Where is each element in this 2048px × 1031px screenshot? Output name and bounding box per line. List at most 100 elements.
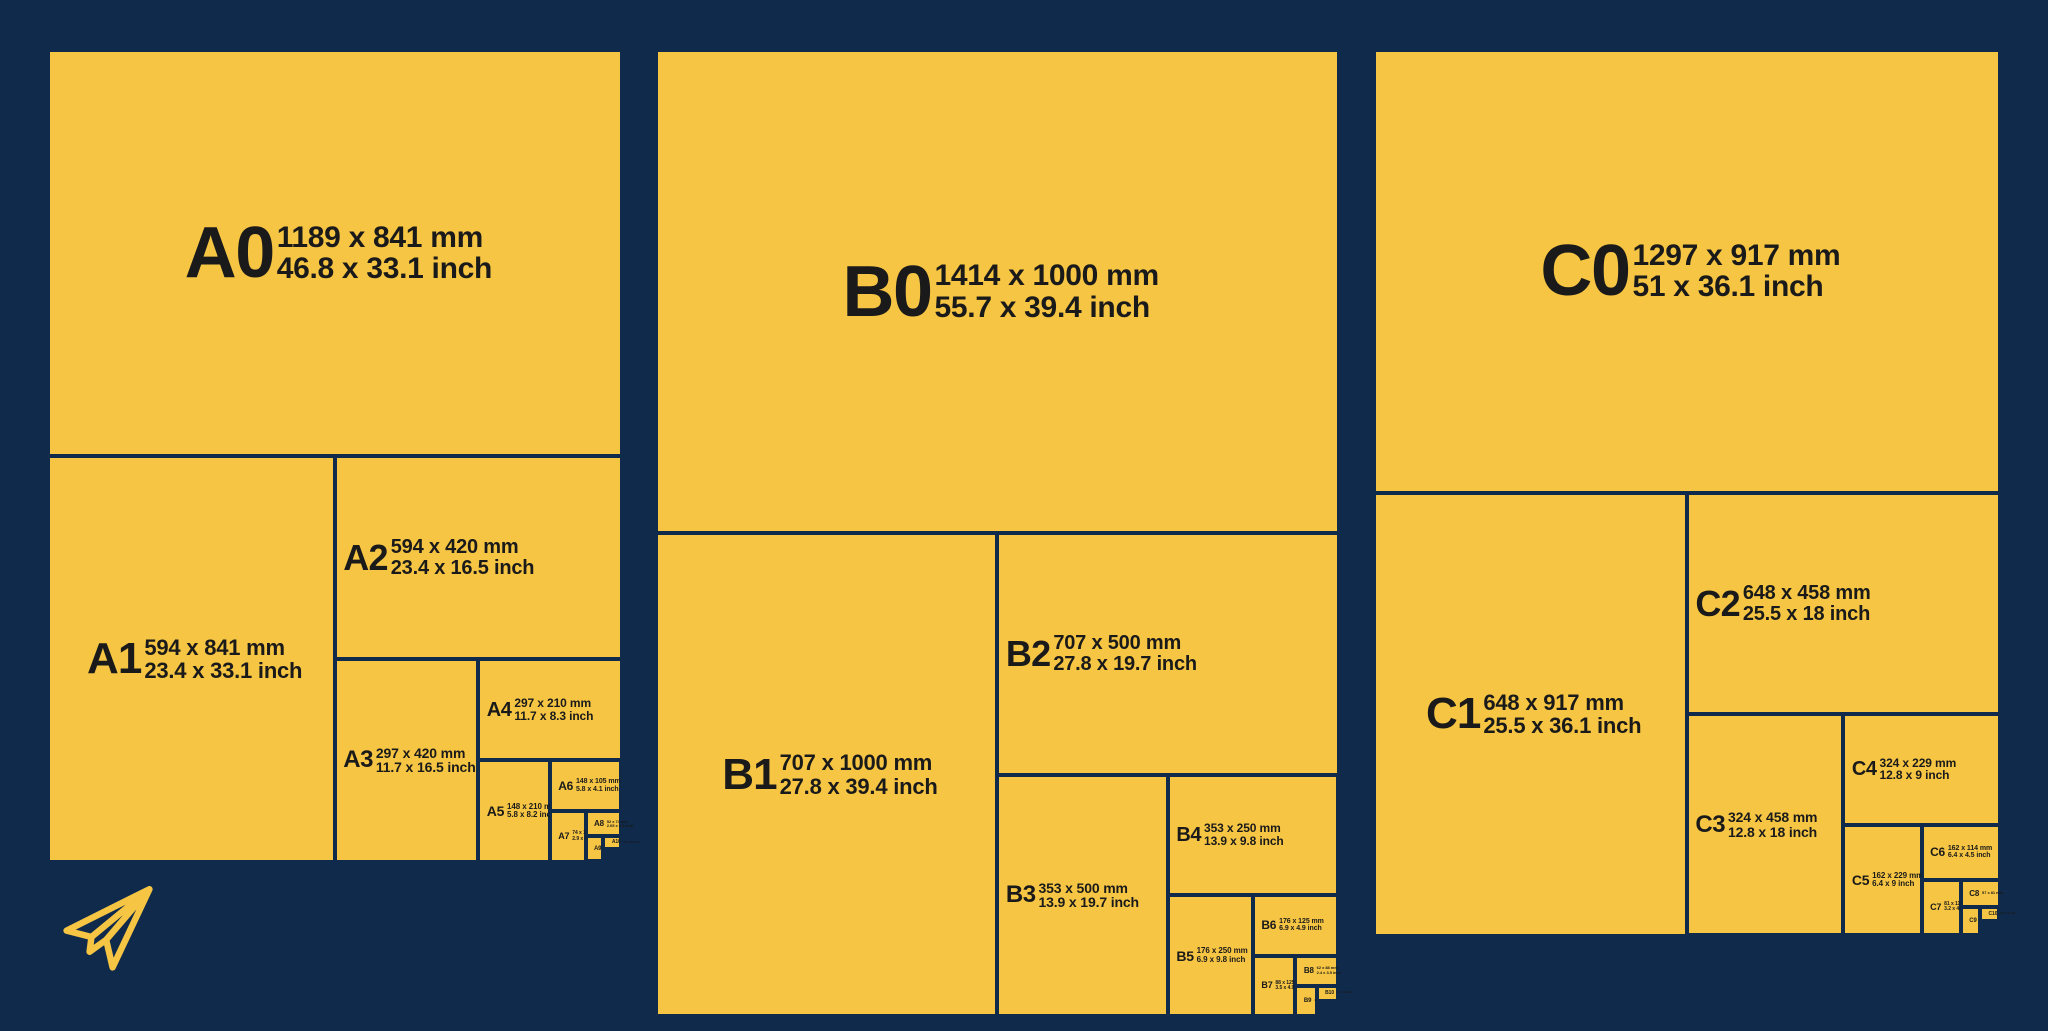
paper-size-a6: A6148 x 105 mm5.8 x 4.1 inch bbox=[550, 760, 621, 811]
paper-size-b8: B862 x 88 mm2.4 x 3.5 inch bbox=[1295, 956, 1338, 986]
size-inch: 11.7 x 16.5 inch bbox=[376, 760, 476, 775]
paper-size-a2: A2594 x 420 mm23.4 x 16.5 inch bbox=[335, 456, 622, 659]
size-mm: 1297 x 917 mm bbox=[1632, 240, 1840, 272]
size-dimensions: 148 x 105 mm5.8 x 4.1 inch bbox=[576, 778, 621, 793]
size-mm: 176 x 125 mm bbox=[1279, 918, 1324, 925]
size-dimensions: 594 x 841 mm23.4 x 33.1 inch bbox=[144, 636, 302, 682]
size-code: A10 bbox=[612, 840, 621, 845]
size-mm: 648 x 458 mm bbox=[1743, 583, 1871, 604]
paper-size-c6: C6162 x 114 mm6.4 x 4.5 inch bbox=[1922, 825, 2000, 880]
size-mm: 1414 x 1000 mm bbox=[935, 260, 1159, 292]
size-dimensions: 31 x 44 mm bbox=[1337, 991, 1353, 994]
size-inch: 12.8 x 18 inch bbox=[1728, 825, 1817, 840]
size-inch: 46.8 x 33.1 inch bbox=[277, 253, 492, 285]
size-code: A4 bbox=[487, 700, 512, 720]
size-mm: 162 x 114 mm bbox=[1948, 845, 1992, 852]
size-code: C2 bbox=[1695, 586, 1740, 622]
paper-size-c4: C4324 x 229 mm12.8 x 9 inch bbox=[1843, 714, 1999, 825]
size-inch: 5.8 x 4.1 inch bbox=[576, 786, 621, 793]
size-inch: 2.4 x 3.5 inch bbox=[1317, 971, 1341, 975]
size-mm: 57 x 81 mm bbox=[1982, 891, 2003, 895]
size-dimensions: 28 x 40 mm bbox=[2000, 912, 2016, 915]
size-inch: 25.5 x 18 inch bbox=[1743, 604, 1871, 625]
size-code: A7 bbox=[558, 832, 569, 841]
size-code: C6 bbox=[1930, 846, 1945, 858]
paper-size-a0: A01189 x 841 mm46.8 x 33.1 inch bbox=[48, 50, 622, 456]
size-code: C0 bbox=[1540, 235, 1629, 307]
paper-size-a8: A852 x 74 mm2.05 x 2.9 inch bbox=[586, 811, 622, 836]
size-mm: 297 x 420 mm bbox=[376, 746, 476, 761]
size-dimensions: 176 x 250 mm6.9 x 9.8 inch bbox=[1197, 947, 1248, 964]
size-code: C3 bbox=[1695, 813, 1725, 837]
size-code: A6 bbox=[558, 780, 573, 792]
size-mm: 28 x 40 mm bbox=[2000, 912, 2016, 915]
size-dimensions: 648 x 917 mm25.5 x 36.1 inch bbox=[1483, 691, 1641, 737]
size-code: A1 bbox=[87, 637, 142, 681]
paper-size-a10: A1026 x 37 mm bbox=[603, 836, 621, 849]
size-inch: 51 x 36.1 inch bbox=[1632, 271, 1840, 303]
size-mm: 353 x 250 mm bbox=[1204, 822, 1284, 835]
paper-size-b2: B2707 x 500 mm27.8 x 19.7 inch bbox=[997, 533, 1338, 775]
size-code: B7 bbox=[1261, 981, 1272, 990]
paper-size-b5: B5 176 x 250 mm6.9 x 9.8 inch bbox=[1168, 895, 1253, 1016]
size-code: B4 bbox=[1176, 825, 1201, 845]
paper-size-a5: A5148 x 210 mm5.8 x 8.2 inch bbox=[478, 760, 549, 861]
size-dimensions: 1297 x 917 mm51 x 36.1 inch bbox=[1632, 240, 1840, 303]
paper-size-a1: A1594 x 841 mm23.4 x 33.1 inch bbox=[48, 456, 335, 862]
size-code: C10 bbox=[1989, 912, 1998, 917]
size-code: A8 bbox=[594, 820, 604, 828]
size-mm: 594 x 420 mm bbox=[391, 537, 535, 558]
size-code: A5 bbox=[487, 804, 504, 818]
paper-size-b4: B4353 x 250 mm13.9 x 9.8 inch bbox=[1168, 775, 1338, 896]
size-dimensions: 52 x 74 mm2.05 x 2.9 inch bbox=[607, 820, 634, 828]
size-inch: 25.5 x 36.1 inch bbox=[1483, 714, 1641, 737]
size-mm: 707 x 1000 mm bbox=[780, 751, 938, 774]
size-dimensions: 162 x 229 mm6.4 x 9 inch bbox=[1872, 872, 1923, 889]
size-mm: 1189 x 841 mm bbox=[277, 222, 492, 254]
size-mm: 324 x 458 mm bbox=[1728, 810, 1817, 825]
size-mm: 148 x 105 mm bbox=[576, 778, 621, 785]
size-dimensions: 62 x 88 mm2.4 x 3.5 inch bbox=[1317, 966, 1341, 974]
size-code: A0 bbox=[185, 217, 274, 289]
paper-size-a7: A774 x 105 mm2.9 x 4.1 inch bbox=[550, 811, 586, 862]
paper-size-c3: C3324 x 458 mm12.8 x 18 inch bbox=[1687, 714, 1843, 935]
paper-size-c7: C781 x 114 mm3.2 x 4.5 inch bbox=[1922, 880, 1961, 935]
size-dimensions: 353 x 500 mm13.9 x 19.7 inch bbox=[1038, 881, 1139, 910]
paper-size-c9: C940 x 57 mm bbox=[1961, 907, 1980, 935]
size-dimensions: 324 x 229 mm12.8 x 9 inch bbox=[1880, 757, 1957, 782]
size-inch: 2.05 x 2.9 inch bbox=[607, 824, 634, 828]
size-code: B8 bbox=[1304, 967, 1314, 975]
size-dimensions: 1189 x 841 mm46.8 x 33.1 inch bbox=[277, 222, 492, 285]
size-dimensions: 162 x 114 mm6.4 x 4.5 inch bbox=[1948, 845, 1992, 860]
paper-size-b6: B6176 x 125 mm6.9 x 4.9 inch bbox=[1253, 895, 1338, 955]
size-dimensions: 176 x 125 mm6.9 x 4.9 inch bbox=[1279, 918, 1324, 933]
size-inch: 27.8 x 19.7 inch bbox=[1053, 654, 1197, 675]
size-inch: 6.9 x 9.8 inch bbox=[1197, 956, 1248, 964]
size-mm: 26 x 37 mm bbox=[624, 841, 640, 844]
size-inch: 23.4 x 33.1 inch bbox=[144, 659, 302, 682]
size-inch: 6.4 x 9 inch bbox=[1872, 880, 1923, 888]
paper-size-c0: C01297 x 917 mm51 x 36.1 inch bbox=[1374, 50, 2000, 493]
size-dimensions: 707 x 1000 mm27.8 x 39.4 inch bbox=[780, 751, 938, 797]
size-mm: 707 x 500 mm bbox=[1053, 633, 1197, 654]
size-dimensions: 353 x 250 mm13.9 x 9.8 inch bbox=[1204, 822, 1284, 847]
size-dimensions: 324 x 458 mm12.8 x 18 inch bbox=[1728, 810, 1817, 839]
paper-size-b1: B1707 x 1000 mm27.8 x 39.4 inch bbox=[656, 533, 997, 1016]
size-code: A3 bbox=[343, 748, 373, 772]
size-inch: 6.4 x 4.5 inch bbox=[1948, 852, 1992, 859]
paper-size-b10: B1031 x 44 mm bbox=[1317, 986, 1338, 1001]
paper-size-a9: A937 x 52 mm bbox=[586, 836, 604, 861]
size-inch: 23.4 x 16.5 inch bbox=[391, 558, 535, 579]
size-mm: 594 x 841 mm bbox=[144, 636, 302, 659]
size-mm: 648 x 917 mm bbox=[1483, 691, 1641, 714]
size-inch: 13.9 x 19.7 inch bbox=[1038, 895, 1139, 910]
paper-size-c1: C1648 x 917 mm25.5 x 36.1 inch bbox=[1374, 493, 1687, 936]
size-inch: 27.8 x 39.4 inch bbox=[780, 775, 938, 798]
size-code: A9 bbox=[594, 846, 601, 852]
paper-size-a4: A4297 x 210 mm11.7 x 8.3 inch bbox=[478, 659, 621, 760]
size-inch: 11.7 x 8.3 inch bbox=[514, 710, 593, 723]
paper-size-b3: B3353 x 500 mm13.9 x 19.7 inch bbox=[997, 775, 1167, 1017]
size-code: C7 bbox=[1930, 903, 1941, 912]
size-code: C1 bbox=[1426, 692, 1481, 736]
size-code: B5 bbox=[1176, 949, 1193, 963]
